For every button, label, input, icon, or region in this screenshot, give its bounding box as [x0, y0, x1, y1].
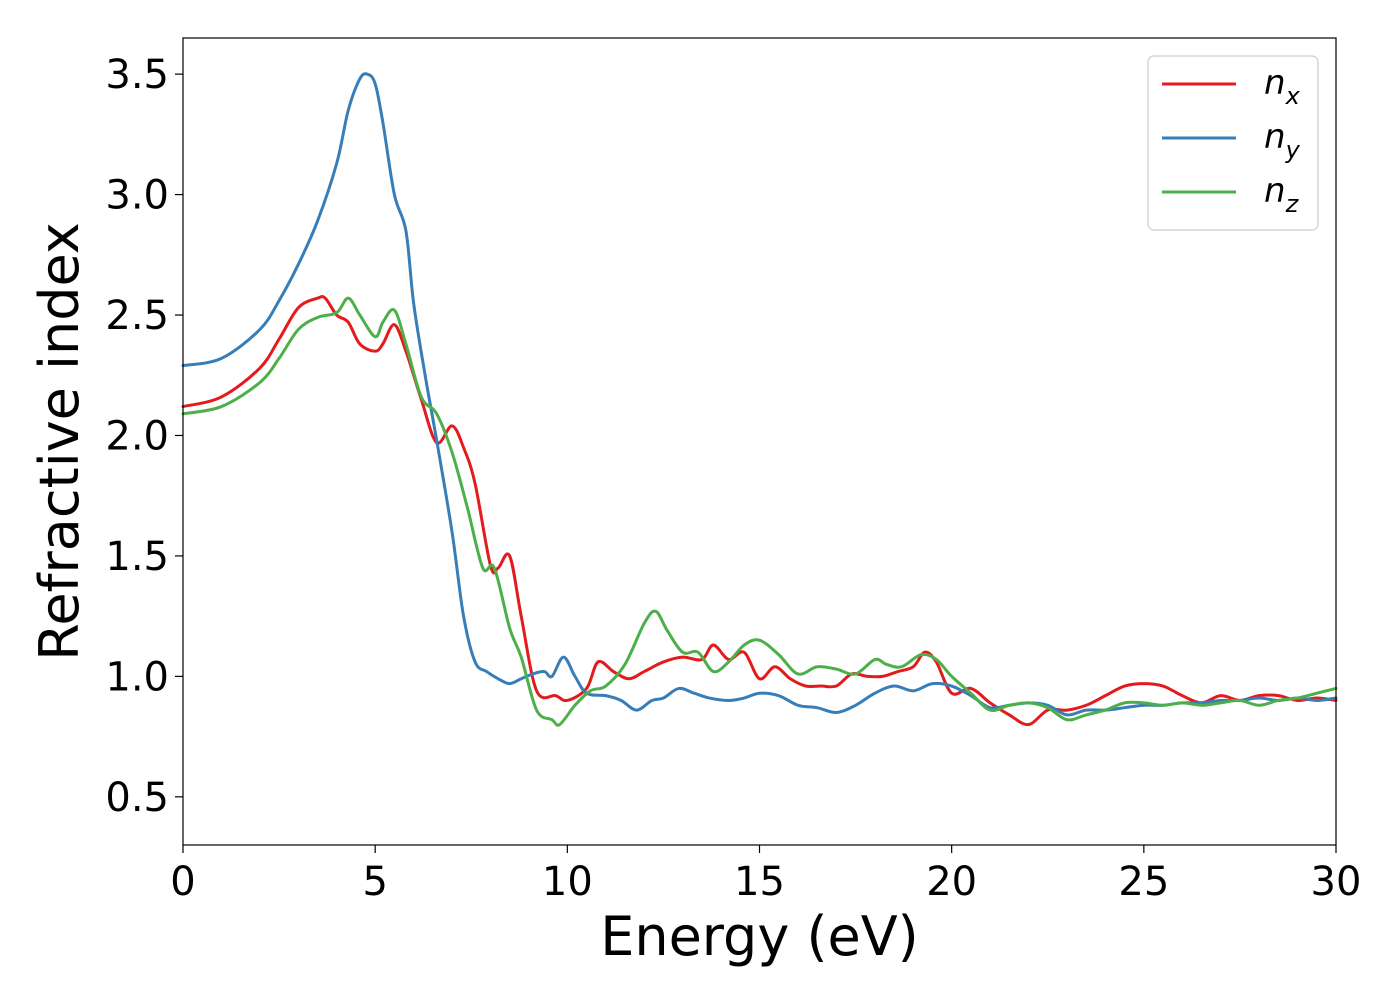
- x-tick-label: 10: [542, 859, 593, 905]
- y-tick-label: 0.5: [105, 775, 169, 821]
- x-tick-label: 20: [926, 859, 977, 905]
- x-axis-title: Energy (eV): [600, 905, 919, 968]
- x-tick-label: 25: [1118, 859, 1169, 905]
- series-line-x: [181, 295, 1338, 727]
- series-layer: [181, 72, 1338, 727]
- y-tick-label: 1.0: [105, 654, 169, 700]
- legend-entry-x: nx: [1162, 63, 1301, 110]
- legend-box: [1147, 55, 1319, 231]
- x-tick-label: 0: [170, 859, 195, 905]
- y-tick-label: 2.0: [105, 413, 169, 459]
- y-tick-label: 3.5: [105, 52, 169, 98]
- y-axis-title: Refractive index: [28, 222, 91, 661]
- y-tick-label: 1.5: [105, 534, 169, 580]
- legend-subscript-y: y: [1285, 136, 1301, 164]
- legend-subscript-x: x: [1285, 82, 1301, 110]
- legend-subscript-z: z: [1285, 190, 1300, 218]
- x-tick-label: 30: [1311, 859, 1362, 905]
- series-line-z: [181, 296, 1338, 727]
- x-tick-label: 5: [362, 859, 387, 905]
- x-tick-label: 15: [734, 859, 785, 905]
- ticks-layer: 0 5 10 15 20 25 30 0.5 1.0 1.5 2.0 2.5 3.0 3.5: [105, 52, 1361, 905]
- y-tick-label: 3.0: [105, 173, 169, 219]
- y-tick-label: 2.5: [105, 293, 169, 339]
